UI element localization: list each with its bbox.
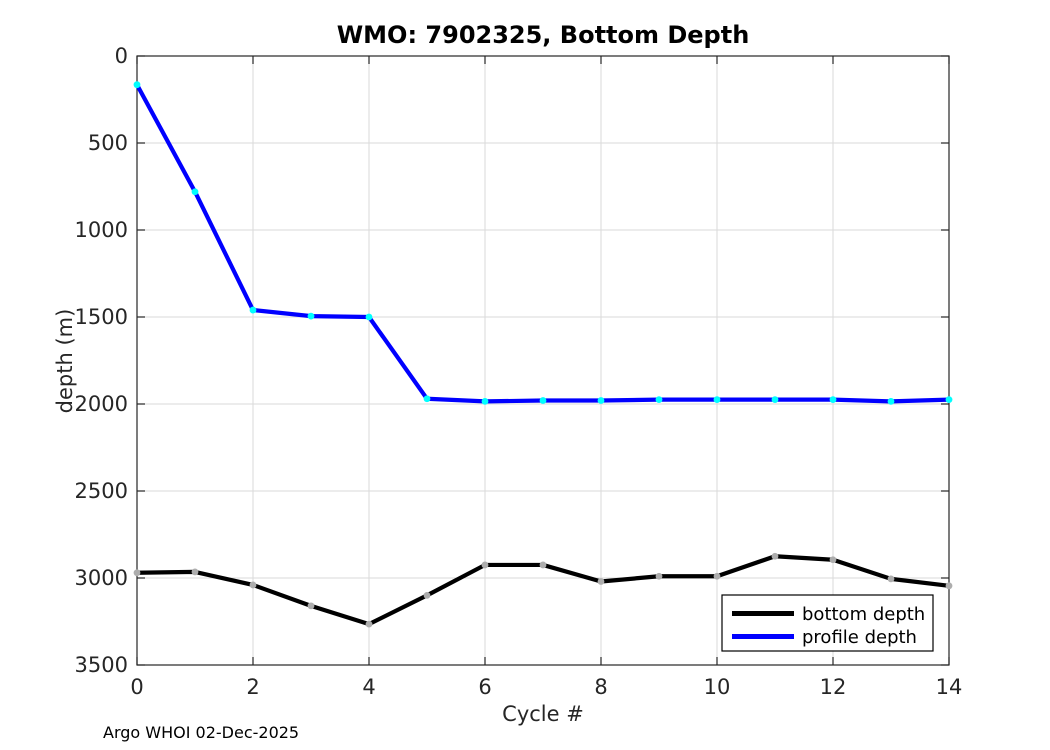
profile-depth-marker: [829, 396, 837, 404]
y-tick-label: 1000: [75, 218, 128, 242]
chart-title: WMO: 7902325, Bottom Depth: [337, 21, 750, 49]
data-series: [133, 81, 953, 628]
profile-depth-marker: [481, 397, 489, 405]
legend-box: [721, 594, 934, 652]
legend: bottom depth profile depth: [721, 594, 934, 652]
axis-ticks: [136, 55, 950, 666]
footer-text: Argo WHOI 02-Dec-2025: [103, 723, 299, 742]
profile-depth-marker: [771, 396, 779, 404]
profile-depth-marker: [133, 81, 141, 89]
x-tick-label: 8: [594, 675, 607, 699]
gridlines: [137, 56, 949, 665]
bottom-depth-marker: [539, 561, 547, 569]
bottom-depth-marker: [307, 602, 315, 610]
bottom-depth-marker: [771, 552, 779, 560]
bottom-depth-marker: [945, 582, 953, 590]
bottom-depth-marker: [655, 572, 663, 580]
bottom-depth-marker: [713, 572, 721, 580]
bottom-depth-marker: [829, 556, 837, 564]
x-tick-label: 14: [936, 675, 963, 699]
profile-depth-marker: [307, 312, 315, 320]
x-tick-label: 4: [362, 675, 375, 699]
x-tick-label: 12: [820, 675, 847, 699]
profile-depth-marker: [539, 397, 547, 404]
profile-depth-marker: [191, 188, 199, 196]
y-tick-label: 2000: [75, 392, 128, 416]
profile-depth-marker: [655, 396, 663, 404]
profile-depth-marker: [945, 396, 953, 404]
profile-depth-marker: [249, 306, 257, 314]
y-tick-label: 1500: [75, 305, 128, 329]
y-tick-label: 3000: [75, 566, 128, 590]
x-tick-label: 0: [130, 675, 143, 699]
y-axis-label: depth (m): [53, 309, 77, 414]
profile-depth-marker: [713, 396, 721, 404]
bottom-depth-marker: [887, 575, 895, 583]
bottom-depth-marker: [481, 561, 489, 569]
bottom-depth-marker: [249, 581, 257, 589]
tick-labels: 0 2 4 6 8 10 12 14 0 500 1000 1500 2000 2500 3000 3500: [75, 44, 963, 699]
axes-box: [136, 55, 950, 666]
bottom-depth-marker: [133, 569, 141, 577]
profile-depth-marker: [887, 397, 895, 405]
legend-label-profile-depth: profile depth: [802, 627, 917, 648]
y-tick-label: 0: [115, 44, 128, 68]
profile-depth-line: [135, 83, 950, 404]
y-tick-label: 2500: [75, 479, 128, 503]
x-tick-label: 10: [704, 675, 731, 699]
y-tick-label: 3500: [75, 653, 128, 677]
x-axis-label: Cycle #: [502, 702, 584, 726]
bottom-depth-marker: [191, 568, 199, 576]
profile-depth-marker: [423, 395, 431, 403]
x-tick-label: 6: [478, 675, 491, 699]
profile-depth-marker: [365, 313, 373, 321]
y-tick-label: 500: [88, 131, 128, 155]
legend-label-bottom-depth: bottom depth: [802, 604, 925, 625]
x-tick-label: 2: [246, 675, 259, 699]
bottom-depth-marker: [597, 578, 605, 585]
profile-depth-marker: [597, 397, 605, 404]
bottom-depth-marker: [423, 592, 431, 599]
bottom-depth-marker: [365, 620, 373, 628]
